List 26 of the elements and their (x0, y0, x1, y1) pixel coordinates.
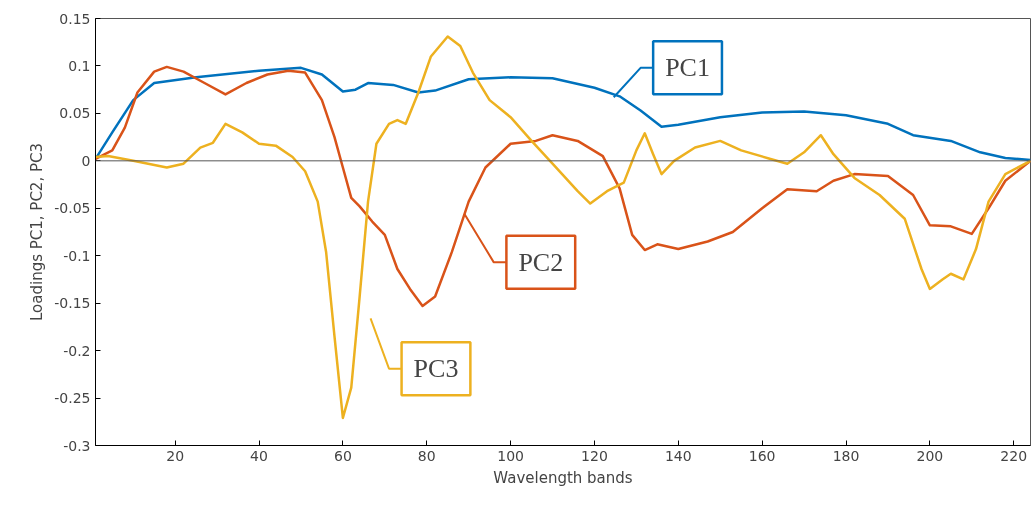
y-tick-label: -0.2 (63, 342, 91, 359)
y-axis-title: Loadings PC1, PC2, PC3 (28, 142, 47, 322)
y-tick-label: -0.25 (54, 390, 91, 407)
x-tick-label: 220 (1000, 447, 1028, 464)
x-tick-label: 180 (832, 447, 860, 464)
y-tick-label: -0.15 (54, 295, 91, 312)
x-tick-label: 60 (333, 447, 352, 464)
x-tick-label: 20 (166, 447, 185, 464)
x-tick-label: 120 (581, 447, 608, 464)
x-tick-label: 200 (916, 447, 944, 464)
y-tick-label: 0.1 (68, 57, 91, 74)
y-tick-label: -0.1 (63, 247, 91, 264)
text: PC3 (413, 354, 459, 384)
y-tick-label: -0.05 (54, 200, 91, 217)
x-tick-label: 160 (748, 447, 776, 464)
y-tick-label: 0 (81, 152, 91, 169)
y-tick-label: -0.3 (63, 437, 91, 454)
x-tick-label: 80 (417, 447, 436, 464)
y-tick-label: 0.05 (59, 105, 91, 122)
x-tick-label: 100 (497, 447, 524, 464)
x-tick-label: 140 (664, 447, 692, 464)
x-axis-title: Wavelength bands (493, 468, 633, 487)
text: PC2 (518, 247, 564, 277)
x-tick-label: 40 (250, 447, 268, 464)
legend-label: PC1 (665, 53, 710, 83)
y-tick-label: 0.15 (59, 10, 91, 27)
